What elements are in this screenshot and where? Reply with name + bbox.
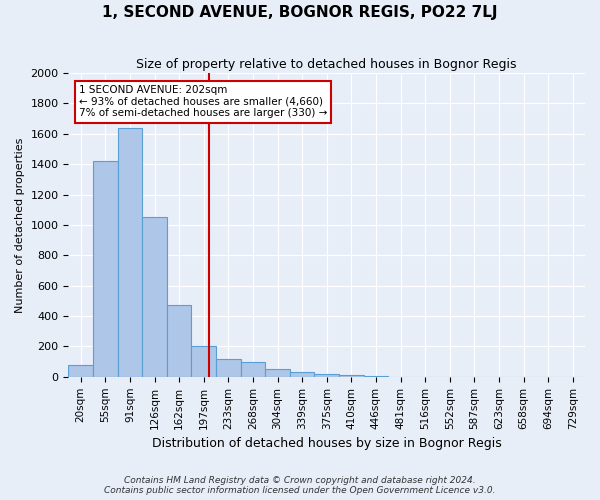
Bar: [265, 369, 290, 377]
Bar: [142, 218, 167, 377]
Bar: [167, 306, 191, 377]
Bar: [241, 362, 265, 377]
X-axis label: Distribution of detached houses by size in Bognor Regis: Distribution of detached houses by size …: [152, 437, 502, 450]
Y-axis label: Number of detached properties: Number of detached properties: [15, 137, 25, 312]
Bar: [339, 376, 364, 377]
Bar: [191, 346, 216, 377]
Bar: [290, 372, 314, 377]
Bar: [216, 358, 241, 377]
Bar: [314, 374, 339, 377]
Text: Contains HM Land Registry data © Crown copyright and database right 2024.
Contai: Contains HM Land Registry data © Crown c…: [104, 476, 496, 495]
Text: 1 SECOND AVENUE: 202sqm
← 93% of detached houses are smaller (4,660)
7% of semi-: 1 SECOND AVENUE: 202sqm ← 93% of detache…: [79, 85, 327, 118]
Text: 1, SECOND AVENUE, BOGNOR REGIS, PO22 7LJ: 1, SECOND AVENUE, BOGNOR REGIS, PO22 7LJ: [102, 5, 498, 20]
Bar: [364, 376, 388, 377]
Bar: [118, 128, 142, 377]
Bar: [68, 364, 93, 377]
Bar: [93, 161, 118, 377]
Title: Size of property relative to detached houses in Bognor Regis: Size of property relative to detached ho…: [136, 58, 517, 70]
